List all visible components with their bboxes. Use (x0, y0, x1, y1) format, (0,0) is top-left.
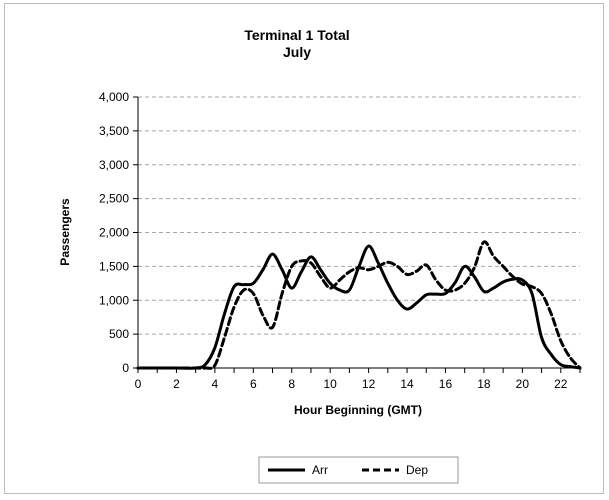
x-tick-label: 6 (250, 377, 257, 391)
x-tick-label: 18 (477, 377, 491, 391)
y-axis-label: Passengers (58, 198, 72, 266)
x-tick-labels: 0 2 4 6 8 10 12 14 16 18 20 22 (135, 377, 568, 391)
y-tick-label: 500 (109, 327, 129, 341)
legend-label-dep: Dep (406, 463, 428, 477)
x-tick-label: 2 (173, 377, 180, 391)
x-axis-label: Hour Beginning (GMT) (294, 403, 422, 417)
x-tick-label: 10 (323, 377, 337, 391)
y-tick-label: 2,500 (99, 192, 129, 206)
y-tick-label: 1,000 (99, 293, 129, 307)
x-tick-label: 12 (362, 377, 376, 391)
x-tick-label: 8 (288, 377, 295, 391)
x-tick-label: 14 (400, 377, 414, 391)
gridlines (138, 96, 580, 335)
axes (133, 96, 581, 373)
legend-label-arr: Arr (312, 463, 328, 477)
y-tick-label: 1,500 (99, 259, 129, 273)
x-tick-label: 22 (554, 377, 568, 391)
legend: Arr Dep (258, 456, 459, 484)
chart-subtitle: July (283, 44, 311, 60)
y-tick-label: 0 (122, 361, 129, 375)
x-tick-label: 4 (212, 377, 219, 391)
y-tick-label: 4,000 (99, 90, 129, 104)
y-tick-label: 2,000 (99, 226, 129, 240)
chart-frame (4, 3, 604, 494)
y-tick-label: 3,000 (99, 158, 129, 172)
y-tick-label: 3,500 (99, 124, 129, 138)
x-tick-label: 20 (516, 377, 530, 391)
series-line-dep (136, 240, 582, 370)
x-tick-label: 16 (439, 377, 453, 391)
series-line-arr (136, 244, 582, 370)
x-tick-label: 0 (135, 377, 142, 391)
chart-title: Terminal 1 Total (244, 27, 349, 43)
y-tick-labels: 0 500 1,000 1,500 2,000 2,500 3,000 3,500 4,000 (99, 90, 129, 375)
series-lines (136, 240, 582, 370)
